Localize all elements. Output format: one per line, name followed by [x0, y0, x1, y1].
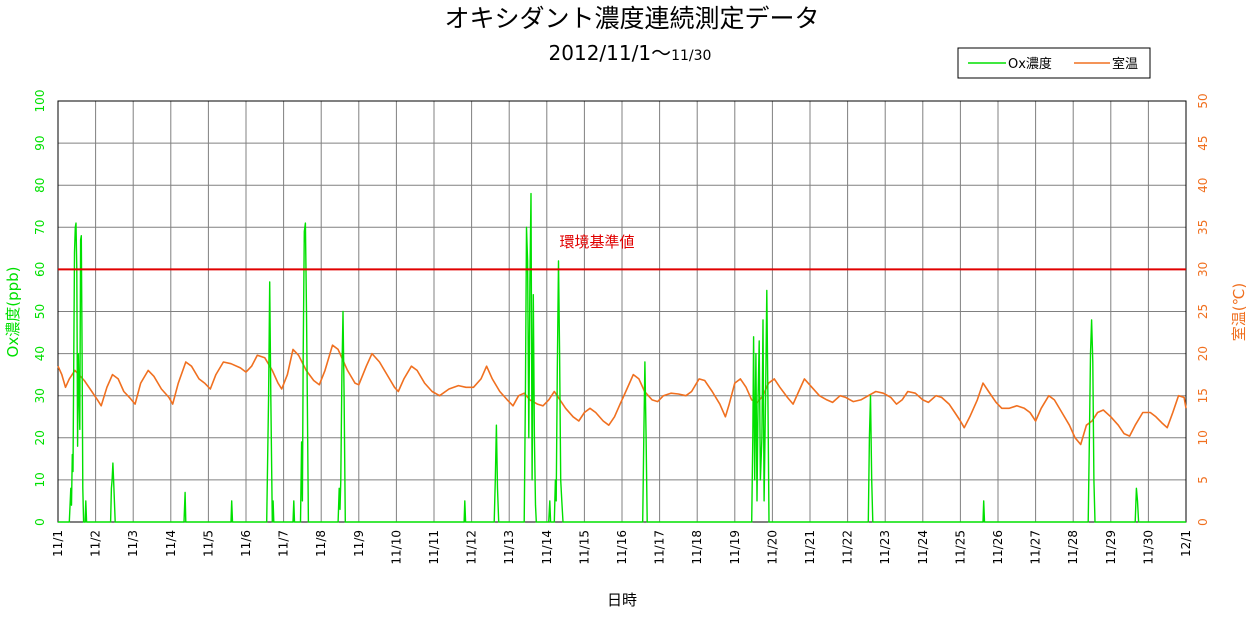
y-right-tick-label: 10 [1196, 430, 1210, 445]
y-axis-left-ticks: 0 10 20 30 40 50 60 70 80 90 100 [33, 90, 47, 526]
subtitle-main: 2012/11/1～ [549, 41, 672, 65]
y-left-tick-label: 0 [33, 518, 47, 526]
x-tick-label: 11/1 [51, 530, 65, 557]
x-tick-label: 11/17 [653, 530, 667, 565]
x-axis-ticks: 11/1 11/2 11/3 11/4 11/5 11/6 11/7 11/8 11/9 11/1… [51, 530, 1193, 565]
legend: Ox濃度 室温 [957, 47, 1151, 79]
y-right-tick-label: 0 [1196, 518, 1210, 526]
y-axis-right-ticks: 0 5 10 15 20 25 30 35 40 45 50 [1196, 93, 1210, 525]
y-left-tick-label: 10 [33, 472, 47, 487]
x-tick-label: 11/7 [277, 530, 291, 557]
x-tick-label: 11/24 [916, 530, 930, 565]
x-tick-label: 11/2 [89, 530, 103, 557]
y-right-tick-label: 20 [1196, 346, 1210, 361]
y-left-tick-label: 30 [33, 388, 47, 403]
y-right-tick-label: 5 [1196, 476, 1210, 484]
x-tick-label: 11/26 [991, 530, 1005, 565]
y-right-tick-label: 50 [1196, 93, 1210, 108]
y-left-tick-label: 70 [33, 220, 47, 235]
y-left-tick-label: 50 [33, 304, 47, 319]
y-right-tick-label: 35 [1196, 220, 1210, 235]
y-right-tick-label: 25 [1196, 304, 1210, 319]
x-tick-label: 11/9 [352, 530, 366, 557]
x-tick-label: 11/14 [540, 530, 554, 565]
y-left-tick-label: 90 [33, 135, 47, 150]
y-right-tick-label: 40 [1196, 178, 1210, 193]
chart-subtitle: 2012/11/1～11/30 [549, 41, 712, 65]
x-tick-label: 11/8 [314, 530, 328, 557]
x-tick-label: 11/3 [126, 530, 140, 557]
x-tick-label: 11/22 [841, 530, 855, 565]
x-tick-label: 11/20 [765, 530, 779, 565]
x-tick-label: 11/29 [1104, 530, 1118, 565]
legend-temp-label: 室温 [1112, 56, 1138, 72]
series-line-ox [58, 192, 1186, 523]
x-tick-label: 11/4 [164, 530, 178, 557]
y-axis-left-label: Ox濃度(ppb) [4, 267, 22, 358]
y-left-tick-label: 40 [33, 346, 47, 361]
x-tick-label: 11/12 [465, 530, 479, 565]
y-left-tick-label: 80 [33, 178, 47, 193]
x-tick-label: 11/27 [1029, 530, 1043, 565]
x-tick-label: 11/6 [239, 530, 253, 557]
y-right-tick-label: 45 [1196, 135, 1210, 150]
x-tick-label: 11/23 [878, 530, 892, 565]
y-right-tick-label: 15 [1196, 388, 1210, 403]
x-tick-label: 11/19 [728, 530, 742, 565]
y-right-tick-label: 30 [1196, 262, 1210, 277]
y-left-tick-label: 20 [33, 430, 47, 445]
x-tick-label: 11/25 [953, 530, 967, 565]
x-tick-label: 11/30 [1141, 530, 1155, 565]
x-tick-label: 11/18 [690, 530, 704, 565]
x-tick-label: 11/28 [1066, 530, 1080, 565]
series-line-temperature [57, 344, 1187, 446]
x-tick-label: 12/1 [1179, 530, 1193, 557]
y-axis-right-label: 室温(℃) [1230, 283, 1248, 342]
x-tick-label: 11/10 [389, 530, 403, 565]
legend-ox-label: Ox濃度 [1008, 56, 1052, 72]
x-axis-label: 日時 [607, 591, 637, 609]
x-tick-label: 11/11 [427, 530, 441, 565]
x-tick-label: 11/21 [803, 530, 817, 565]
chart-title: オキシダント濃度連続測定データ [444, 4, 819, 33]
subtitle-small: 11/30 [671, 48, 711, 64]
y-left-tick-label: 60 [33, 262, 47, 277]
y-left-tick-label: 100 [33, 90, 47, 113]
reference-line-label: 環境基準値 [559, 233, 634, 251]
x-tick-label: 11/13 [502, 530, 516, 565]
grid [58, 101, 1186, 522]
x-tick-label: 11/16 [615, 530, 629, 565]
x-tick-label: 11/15 [577, 530, 591, 565]
x-tick-label: 11/5 [201, 530, 215, 557]
